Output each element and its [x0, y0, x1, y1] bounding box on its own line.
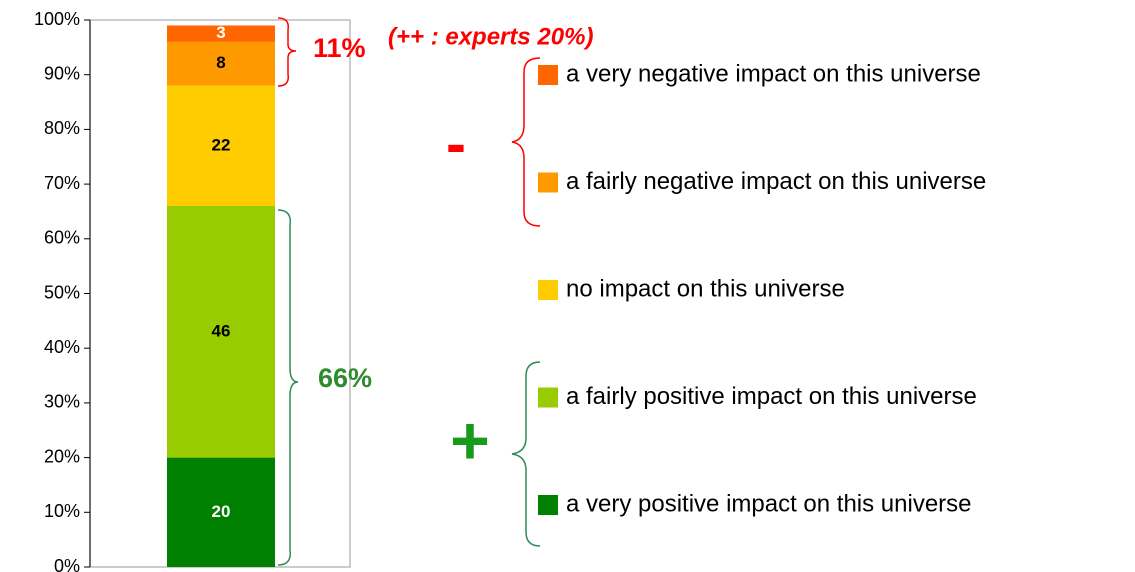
- brace: [277, 17, 297, 87]
- bar-segment: [167, 25, 275, 42]
- brace: [511, 361, 541, 547]
- legend-label: a fairly negative impact on this univers…: [566, 168, 986, 195]
- y-tick-label: 80%: [44, 118, 80, 138]
- y-tick-label: 100%: [34, 9, 80, 29]
- annotation: (++ : experts 20%): [388, 23, 593, 50]
- annotation: 11%: [313, 33, 366, 63]
- y-tick-label: 50%: [44, 282, 80, 302]
- bar-segment: [167, 85, 275, 206]
- brace: [511, 57, 541, 227]
- bar-segment: [167, 205, 275, 458]
- brace: [277, 209, 299, 566]
- legend-label: no impact on this universe: [566, 275, 845, 302]
- legend-swatch: [538, 387, 558, 408]
- y-tick-label: 10%: [44, 501, 80, 521]
- y-tick-label: 70%: [44, 173, 80, 193]
- legend-label: a fairly positive impact on this univers…: [566, 383, 977, 410]
- y-tick-label: 30%: [44, 392, 80, 412]
- data-label: 20: [212, 502, 231, 521]
- data-label: 8: [216, 53, 225, 72]
- data-label: 3: [216, 23, 225, 42]
- y-tick-label: 90%: [44, 63, 80, 83]
- bar-segment: [167, 41, 275, 86]
- legend-swatch: [538, 65, 558, 85]
- y-tick-label: 60%: [44, 228, 80, 248]
- y-tick-label: 40%: [44, 337, 80, 357]
- annotation: -: [446, 110, 466, 177]
- legend-swatch: [538, 280, 558, 300]
- legend-swatch: [538, 495, 558, 515]
- y-tick-label: 0%: [54, 556, 80, 572]
- annotation: 66%: [318, 363, 372, 393]
- annotation: +: [450, 403, 490, 479]
- data-label: 46: [212, 321, 231, 340]
- legend-label: a very positive impact on this universe: [566, 490, 972, 517]
- bar-segment: [167, 457, 275, 567]
- data-label: 22: [212, 135, 231, 154]
- legend-label: a very negative impact on this universe: [566, 60, 981, 87]
- legend-swatch: [538, 172, 558, 193]
- y-tick-label: 20%: [44, 446, 80, 466]
